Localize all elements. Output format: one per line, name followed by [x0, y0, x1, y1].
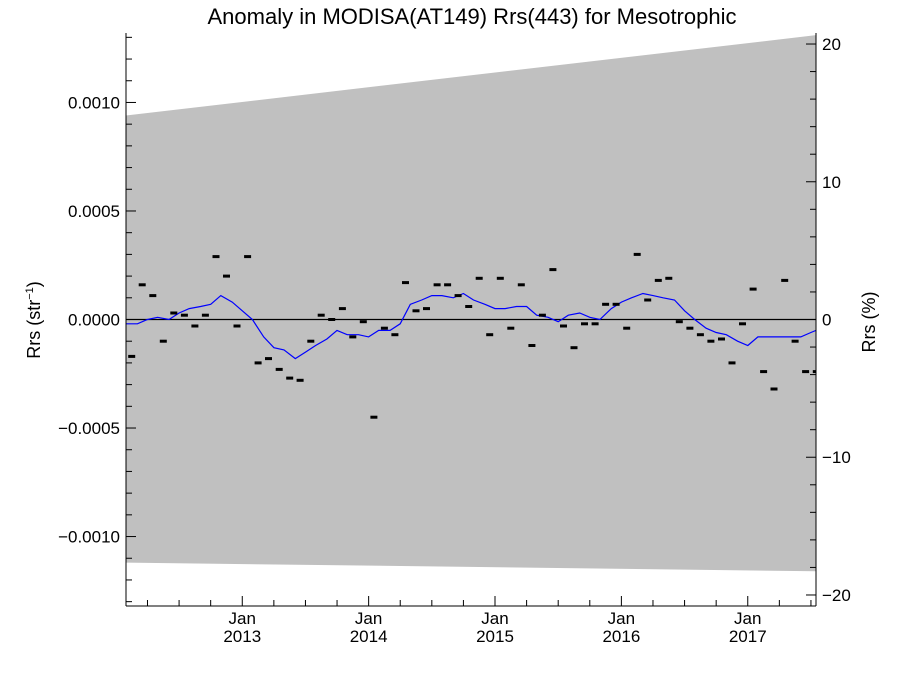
anomaly-point	[254, 361, 262, 365]
anomaly-point	[696, 333, 704, 337]
x-tick-label-year: 2013	[223, 627, 261, 646]
anomaly-point	[496, 276, 504, 280]
x-tick-label-month: Jan	[734, 609, 761, 628]
anomaly-point	[707, 339, 715, 343]
anomaly-point	[191, 324, 199, 328]
anomaly-point	[812, 370, 816, 374]
x-tick-label-year: 2015	[476, 627, 514, 646]
chart-text: Anomaly in MODISA(AT149) Rrs(443) for Me…	[24, 4, 879, 646]
anomaly-point	[338, 307, 346, 311]
uncertainty-band	[126, 35, 816, 572]
anomaly-point	[317, 313, 325, 317]
anomaly-point	[739, 322, 746, 326]
anomaly-point	[549, 268, 557, 272]
y-tick-label-left: −0.0010	[58, 528, 120, 547]
anomaly-point	[433, 283, 441, 287]
y-tick-label-right: −10	[822, 448, 851, 467]
plot-area	[126, 35, 816, 572]
anomaly-point	[370, 415, 378, 419]
anomaly-point	[380, 326, 388, 330]
anomaly-point	[454, 294, 462, 298]
anomaly-point	[538, 313, 546, 317]
anomaly-point	[244, 255, 252, 259]
anomaly-point	[612, 302, 620, 306]
anomaly-point	[159, 339, 167, 343]
anomaly-point	[654, 278, 662, 282]
x-tick-label-month: Jan	[229, 609, 256, 628]
anomaly-point	[349, 335, 357, 339]
anomaly-point	[770, 387, 778, 391]
y-tick-label-right: −20	[822, 586, 851, 605]
x-tick-label-year: 2014	[350, 627, 388, 646]
anomaly-point	[507, 326, 515, 330]
anomaly-point	[180, 313, 188, 317]
anomaly-point	[560, 324, 567, 328]
anomaly-point	[307, 339, 315, 343]
y-tick-label-right: 10	[822, 173, 841, 192]
anomaly-point	[275, 367, 283, 371]
anomaly-point	[212, 255, 220, 259]
anomaly-point	[359, 320, 367, 324]
x-tick-label-month: Jan	[608, 609, 635, 628]
anomaly-point	[486, 333, 494, 337]
y-axis-left-label: Rrs (str−1)	[24, 281, 44, 359]
anomaly-point	[402, 281, 409, 285]
axes	[125, 33, 817, 607]
anomaly-point	[570, 346, 578, 350]
anomaly-point	[644, 298, 652, 302]
anomaly-point	[686, 326, 694, 330]
anomaly-point	[201, 313, 209, 317]
anomaly-point	[675, 320, 683, 324]
x-tick-label-month: Jan	[481, 609, 508, 628]
anomaly-point	[296, 378, 304, 382]
anomaly-point	[591, 322, 599, 326]
anomaly-point	[138, 283, 146, 287]
anomaly-point	[465, 305, 473, 308]
anomaly-point	[749, 287, 757, 291]
running-mean-line	[126, 292, 816, 360]
anomaly-point	[760, 370, 768, 374]
anomaly-point	[328, 318, 336, 321]
anomaly-point	[223, 274, 230, 278]
anomaly-point	[665, 276, 673, 280]
y-tick-label-left: −0.0005	[58, 419, 120, 438]
anomaly-point	[517, 283, 525, 287]
anomaly-point	[149, 294, 157, 298]
anomaly-point	[286, 376, 294, 380]
anomaly-point	[475, 276, 483, 280]
y-axis-right-label: Rrs (%)	[859, 292, 879, 353]
anomaly-point	[633, 252, 641, 256]
anomaly-point	[791, 339, 799, 343]
y-tick-label-left: 0.0000	[68, 311, 120, 330]
anomaly-point	[802, 370, 810, 374]
anomaly-point	[602, 302, 610, 306]
anomaly-point	[423, 307, 430, 311]
anomaly-point	[444, 283, 452, 287]
y-tick-label-left: 0.0010	[68, 93, 120, 112]
anomaly-point	[781, 278, 789, 282]
y-tick-label-right: 0	[822, 311, 831, 330]
anomaly-point	[265, 357, 272, 361]
anomaly-point	[528, 344, 536, 347]
x-tick-label-year: 2017	[729, 627, 767, 646]
x-tick-label-month: Jan	[355, 609, 382, 628]
anomaly-point	[412, 309, 420, 313]
y-tick-label-right: 20	[822, 35, 841, 54]
anomaly-point	[391, 333, 399, 337]
y-tick-label-left: 0.0005	[68, 202, 120, 221]
anomaly-point	[718, 337, 725, 341]
anomaly-point	[581, 322, 588, 326]
chart-title: Anomaly in MODISA(AT149) Rrs(443) for Me…	[208, 4, 737, 29]
anomaly-point	[623, 326, 631, 330]
anomaly-point	[233, 324, 241, 328]
anomaly-point	[128, 354, 136, 358]
anomaly-point	[728, 361, 736, 365]
anomaly-point	[170, 311, 178, 315]
x-tick-label-year: 2016	[602, 627, 640, 646]
